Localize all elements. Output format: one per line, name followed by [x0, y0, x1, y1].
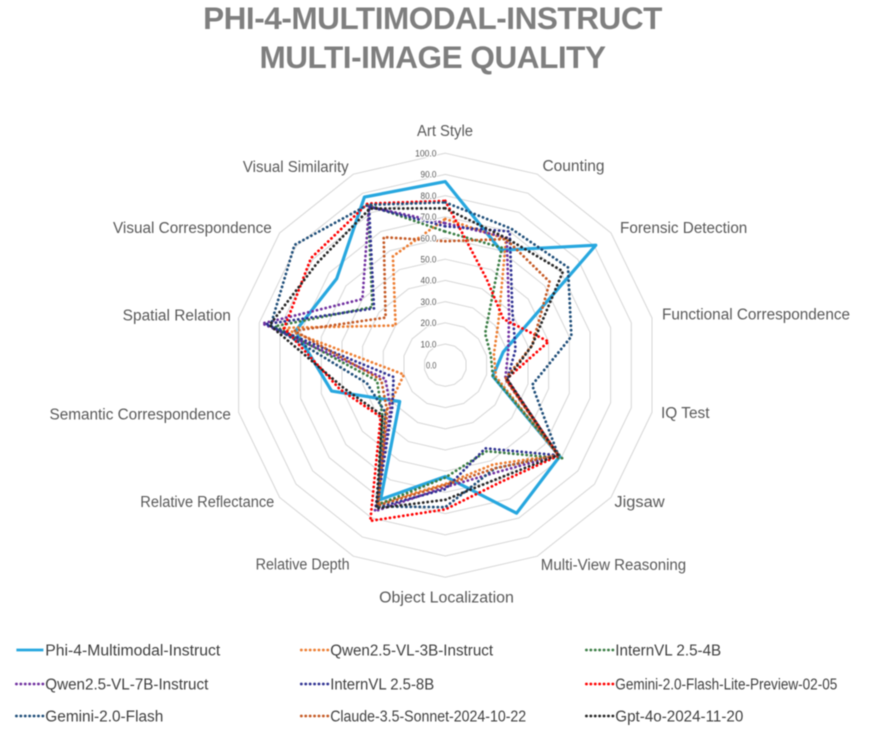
svg-text:Jigsaw: Jigsaw [614, 494, 665, 511]
svg-text:80.0: 80.0 [421, 191, 437, 202]
svg-text:Visual Correspondence: Visual Correspondence [113, 220, 272, 237]
svg-text:Functional Correspondence: Functional Correspondence [662, 307, 850, 324]
svg-text:Art Style: Art Style [417, 123, 473, 140]
svg-text:Spatial Relation: Spatial Relation [123, 307, 231, 324]
svg-text:Multi-View Reasoning: Multi-View Reasoning [541, 557, 686, 574]
svg-text:40.0: 40.0 [421, 276, 437, 287]
svg-text:Qwen2.5-VL-3B-Instruct: Qwen2.5-VL-3B-Instruct [330, 642, 494, 659]
svg-text:Counting: Counting [543, 158, 605, 175]
svg-text:30.0: 30.0 [421, 297, 437, 308]
svg-text:InternVL 2.5-8B: InternVL 2.5-8B [330, 676, 434, 693]
svg-text:Forensic Detection: Forensic Detection [620, 220, 747, 237]
svg-text:Semantic Correspondence: Semantic Correspondence [50, 407, 231, 424]
svg-text:Relative Reflectance: Relative Reflectance [140, 494, 274, 511]
svg-text:Object Localization: Object Localization [379, 589, 514, 606]
svg-text:70.0: 70.0 [421, 212, 437, 223]
svg-text:Claude-3.5-Sonnet-2024-10-22: Claude-3.5-Sonnet-2024-10-22 [330, 708, 526, 725]
svg-text:Gemini-2.0-Flash-Lite-Preview-: Gemini-2.0-Flash-Lite-Preview-02-05 [615, 676, 837, 693]
svg-text:10.0: 10.0 [421, 339, 437, 350]
svg-text:Relative Depth: Relative Depth [256, 557, 350, 574]
svg-text:0.0: 0.0 [426, 361, 437, 372]
svg-text:Qwen2.5-VL-7B-Instruct: Qwen2.5-VL-7B-Instruct [45, 676, 209, 693]
svg-text:20.0: 20.0 [421, 318, 437, 329]
svg-text:60.0: 60.0 [421, 233, 437, 244]
svg-text:Gemini-2.0-Flash: Gemini-2.0-Flash [45, 708, 163, 725]
svg-text:Gpt-4o-2024-11-20: Gpt-4o-2024-11-20 [615, 708, 743, 725]
svg-text:Visual Similarity: Visual Similarity [243, 159, 349, 176]
svg-text:InternVL 2.5-4B: InternVL 2.5-4B [615, 642, 721, 659]
svg-text:Phi-4-Multimodal-Instruct: Phi-4-Multimodal-Instruct [45, 642, 221, 659]
svg-text:100.0: 100.0 [415, 149, 436, 160]
svg-text:50.0: 50.0 [421, 255, 437, 266]
svg-text:90.0: 90.0 [421, 170, 437, 181]
svg-text:IQ Test: IQ Test [661, 405, 710, 422]
